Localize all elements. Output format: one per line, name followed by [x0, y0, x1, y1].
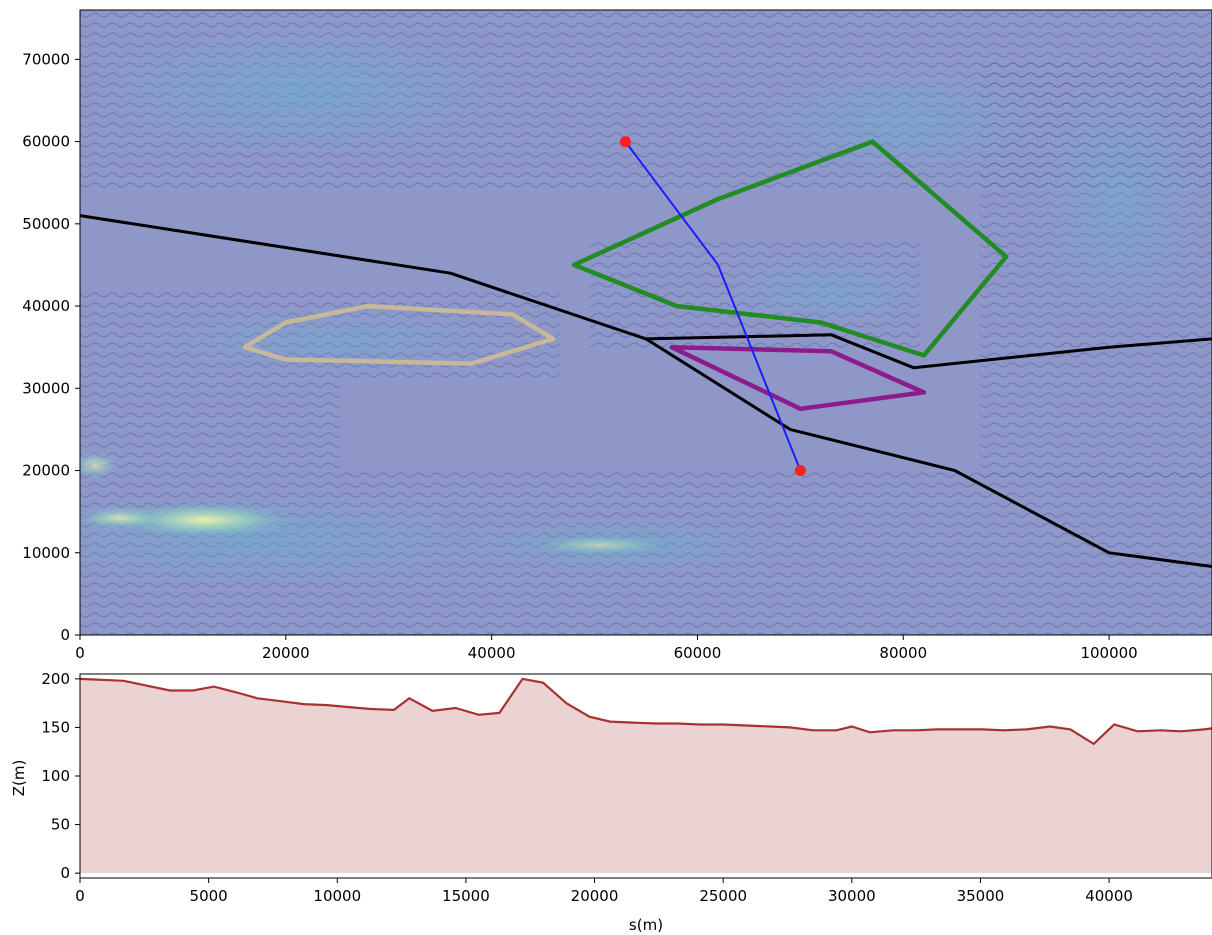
- profile-x-tick-label: 5000: [190, 887, 228, 905]
- map-x-tick-label: 60000: [674, 644, 722, 662]
- map-x-tick-label: 40000: [468, 644, 516, 662]
- profile-x-tick-label: 35000: [957, 887, 1005, 905]
- profile-end-marker: [794, 465, 806, 477]
- map-y-tick-label: 60000: [22, 133, 70, 151]
- profile-panel: [80, 677, 1212, 874]
- profile-x-tick-label: 10000: [313, 887, 361, 905]
- blue-profile-line: [624, 140, 802, 471]
- map-y-axis: 0 10000 20000 30000 40000 50000 60000 70000: [22, 50, 80, 644]
- map-x-tick-label: 20000: [262, 644, 310, 662]
- elevation-line: [80, 677, 1212, 746]
- elevation-area-fill: [80, 678, 1212, 874]
- tan-polygon: [242, 303, 556, 366]
- map-frame: [79, 9, 1212, 636]
- profile-y-axis: 0 50 100 150 200: [41, 670, 80, 882]
- map-x-tick-label: 80000: [879, 644, 927, 662]
- map-x-axis: 0 20000 40000 60000 80000 100000: [75, 635, 1138, 662]
- profile-x-tick-label: 25000: [699, 887, 747, 905]
- map-y-tick-label: 70000: [22, 50, 70, 68]
- profile-x-axis: 0 5000 10000 15000 20000 25000 30000 35000 40000: [75, 878, 1133, 905]
- map-overlays: [80, 136, 1212, 568]
- map-y-tick-label: 50000: [22, 215, 70, 233]
- profile-y-tick-label: 50: [51, 816, 70, 834]
- profile-y-tick-label: 0: [60, 864, 70, 882]
- profile-y-tick-label: 200: [41, 670, 70, 688]
- profile-x-tick-label: 0: [75, 887, 85, 905]
- black-line-lower: [645, 337, 1212, 568]
- profile-y-tick-label: 150: [41, 718, 70, 736]
- map-y-tick-label: 10000: [22, 544, 70, 562]
- profile-y-tick-label: 100: [41, 767, 70, 785]
- terrain-contours: [80, 10, 1212, 635]
- profile-start-marker: [619, 136, 631, 148]
- profile-y-axis-title: Z(m): [10, 760, 28, 797]
- map-x-tick-label: 0: [75, 644, 85, 662]
- profile-x-tick-label: 40000: [1085, 887, 1133, 905]
- profile-x-tick-label: 20000: [571, 887, 619, 905]
- profile-x-tick-label: 15000: [442, 887, 490, 905]
- map-y-tick-label: 40000: [22, 297, 70, 315]
- map-y-tick-label: 20000: [22, 462, 70, 480]
- profile-x-axis-title: s(m): [629, 916, 663, 934]
- profile-x-tick-label: 30000: [828, 887, 876, 905]
- map-panel: [80, 10, 1212, 635]
- green-polygon: [571, 139, 1009, 358]
- map-y-tick-label: 0: [60, 626, 70, 644]
- map-y-tick-label: 30000: [22, 379, 70, 397]
- black-line-upper: [80, 214, 1212, 370]
- purple-polygon: [669, 344, 927, 412]
- map-x-tick-label: 100000: [1080, 644, 1137, 662]
